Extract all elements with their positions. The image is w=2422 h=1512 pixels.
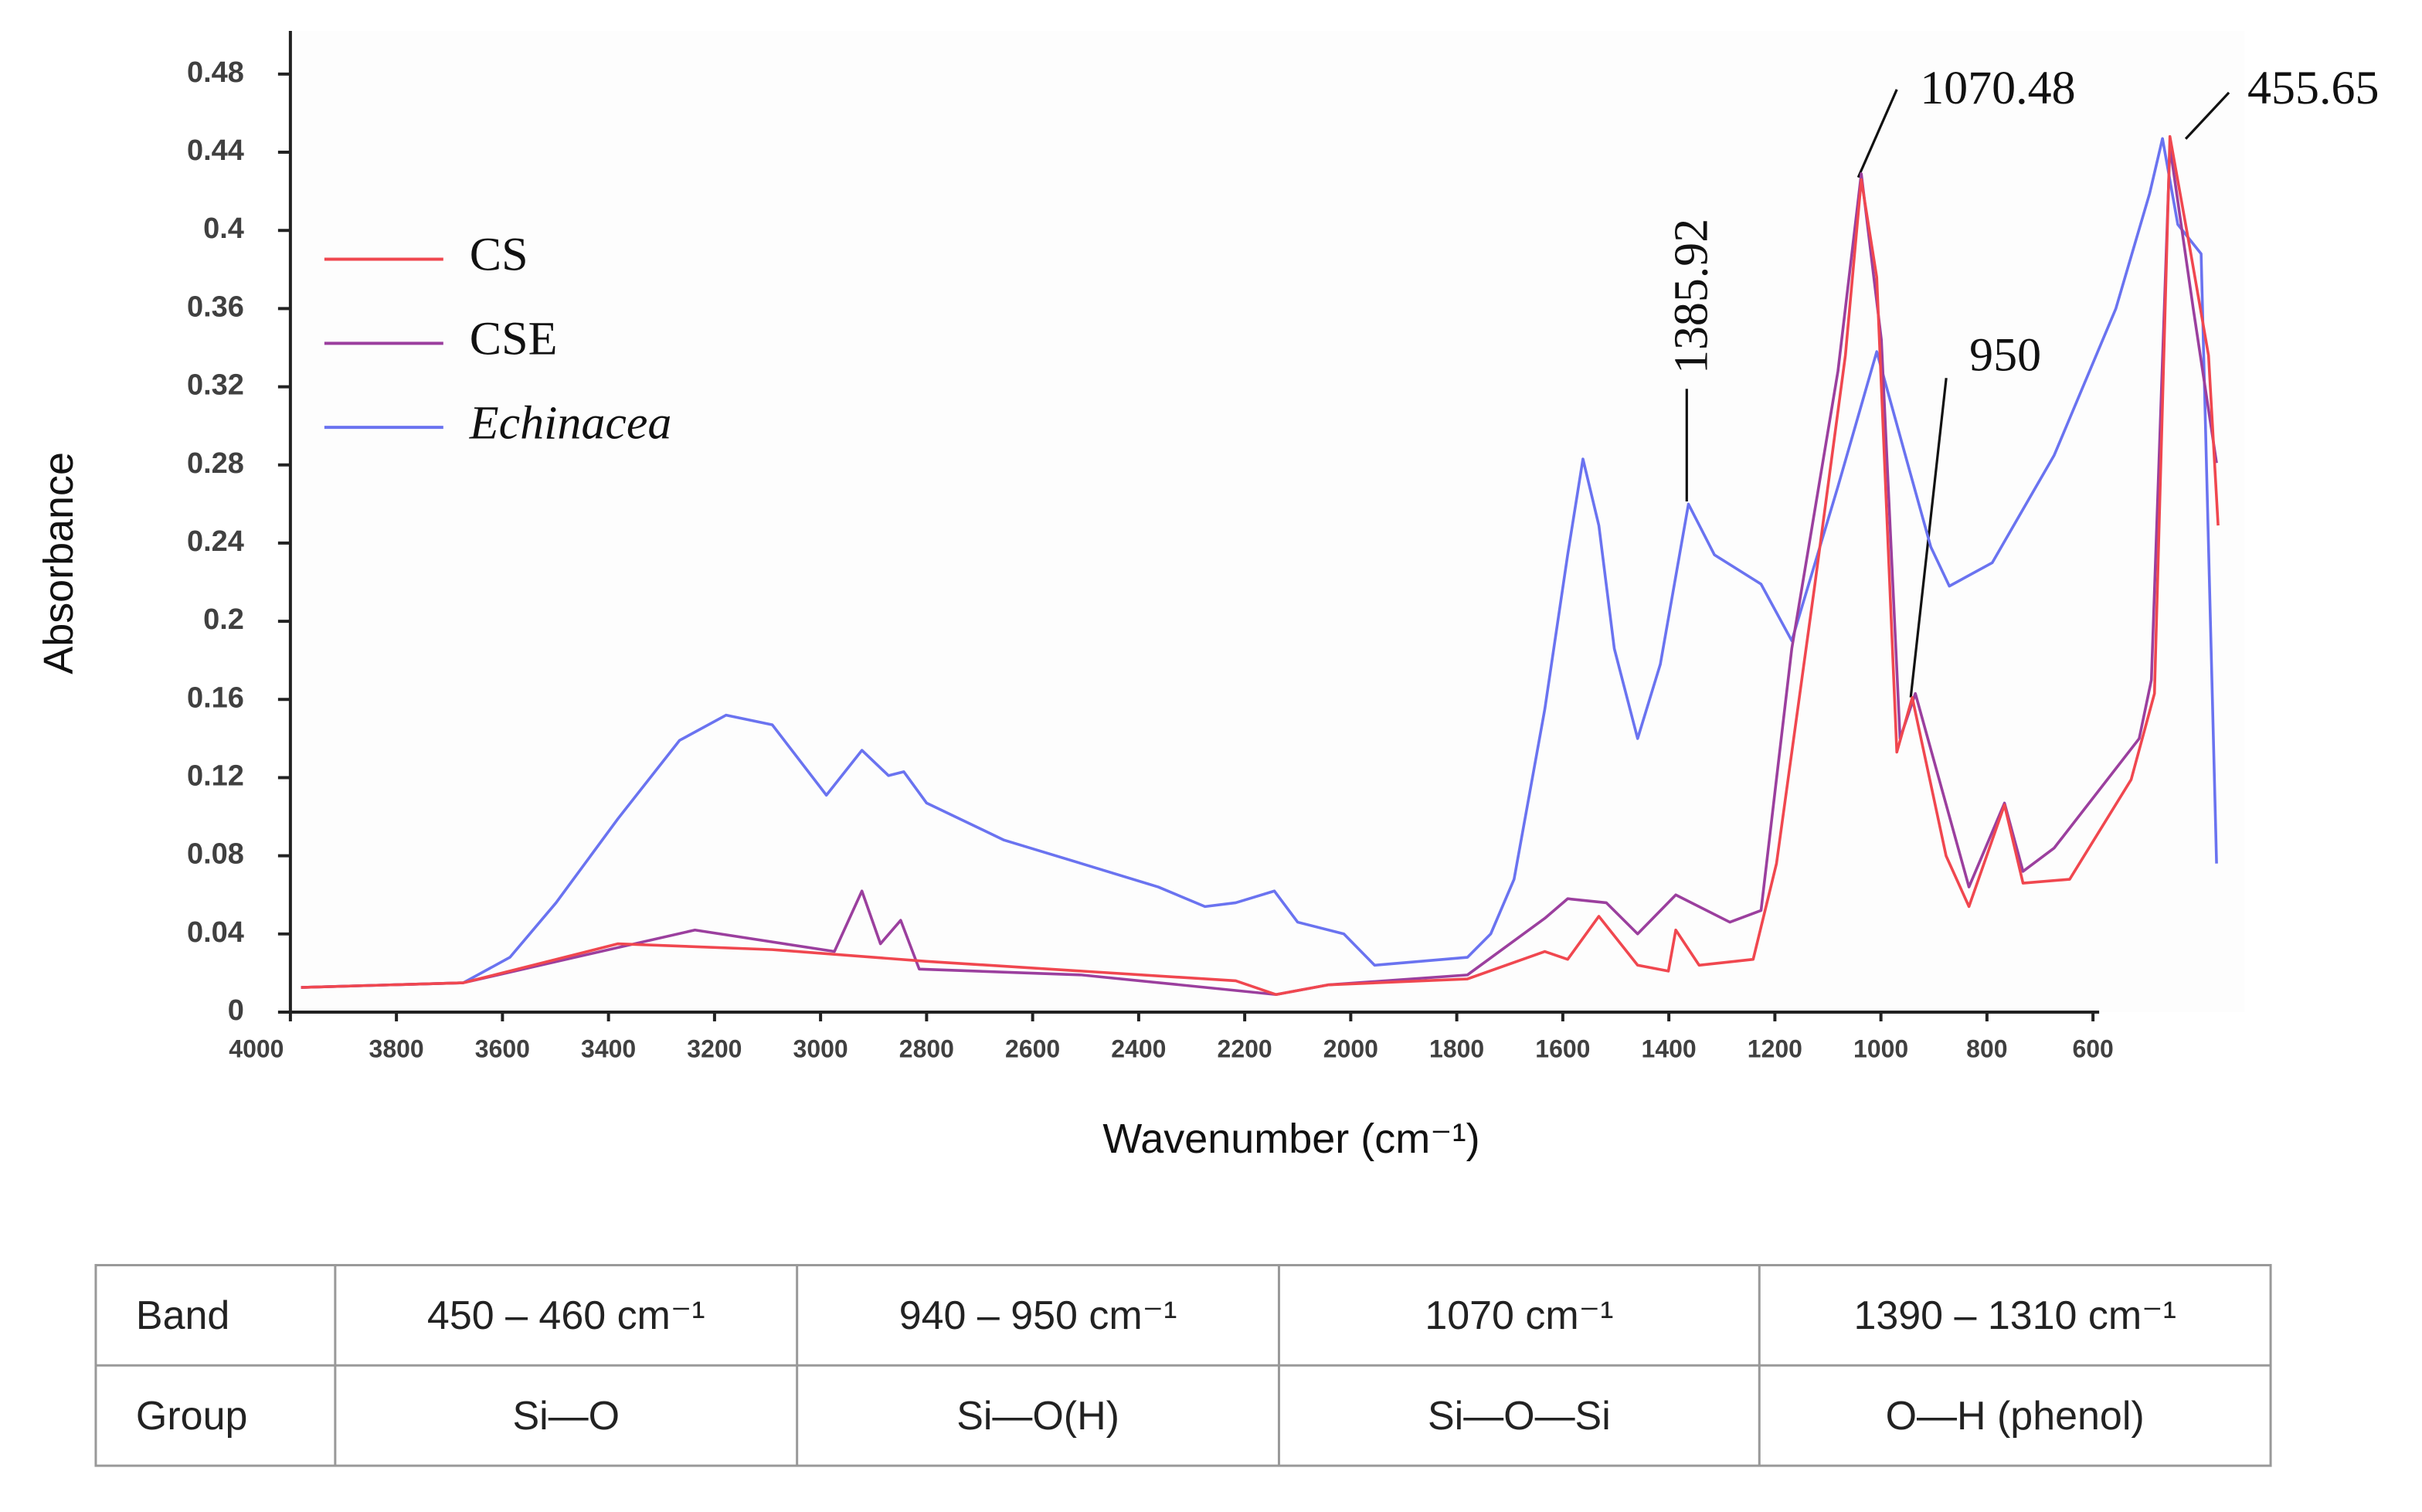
x-tick-label: 1200 bbox=[1748, 1035, 1802, 1062]
x-tick-label: 1600 bbox=[1535, 1035, 1590, 1062]
table: Band 450 – 460 cm⁻¹ 940 – 950 cm⁻¹ 1070 cm⁻… bbox=[94, 1263, 2272, 1467]
y-tick-label: 0.04 bbox=[187, 916, 244, 949]
plot-area bbox=[290, 30, 2245, 1012]
y-tick-label: 0.44 bbox=[187, 134, 244, 167]
table-cell: Si—O(H) bbox=[956, 1394, 1119, 1439]
y-axis-label: Absorbance bbox=[36, 452, 82, 674]
x-tick-label: 2200 bbox=[1218, 1035, 1272, 1062]
series-line bbox=[301, 137, 2218, 989]
table-cell: Si—O—Si bbox=[1428, 1394, 1611, 1439]
table-cell: 450 – 460 cm⁻¹ bbox=[427, 1293, 705, 1338]
x-tick-label: 1800 bbox=[1429, 1035, 1484, 1062]
x-tick-label: 2800 bbox=[899, 1035, 954, 1062]
y-tick-label: 0.4 bbox=[203, 212, 244, 245]
y-tick-label: 0.28 bbox=[187, 447, 244, 480]
x-tick-label: 3800 bbox=[369, 1035, 424, 1062]
y-tick-label: 0.2 bbox=[203, 603, 244, 636]
legend-label: CS bbox=[470, 229, 528, 281]
y-tick-label: 0.08 bbox=[187, 838, 244, 871]
annotation: 1385.92 bbox=[1665, 219, 1717, 374]
y-tick-label: 0 bbox=[228, 994, 244, 1027]
y-tick-label: 0.24 bbox=[187, 525, 244, 558]
y-tick-label: 0.48 bbox=[187, 56, 244, 89]
y-tick-label: 0.12 bbox=[187, 760, 244, 793]
series-line bbox=[301, 144, 2218, 997]
x-tick-label: 2000 bbox=[1323, 1035, 1378, 1062]
y-tick-label: 0.36 bbox=[187, 291, 244, 323]
x-tick-label: 3400 bbox=[581, 1035, 636, 1062]
y-tick-label: 0.32 bbox=[187, 369, 244, 402]
annotation: 1070.48 bbox=[1920, 62, 2075, 114]
x-tick-label: 2600 bbox=[1005, 1035, 1060, 1062]
leader bbox=[1856, 89, 1898, 178]
x-tick-label: 3000 bbox=[793, 1035, 848, 1062]
x-tick-label: 600 bbox=[2072, 1035, 2113, 1062]
x-tick-label: 2400 bbox=[1111, 1035, 1166, 1062]
table-cell: 1070 cm⁻¹ bbox=[1425, 1293, 1613, 1338]
x-tick-label: 800 bbox=[1966, 1035, 2007, 1062]
table-cell: 1390 – 1310 cm⁻¹ bbox=[1853, 1293, 2176, 1338]
leader bbox=[2184, 91, 2230, 140]
legend-label: Echinacea bbox=[469, 396, 672, 449]
table-cell: O—H (phenol) bbox=[1886, 1394, 2145, 1439]
series-line bbox=[301, 134, 2220, 997]
x-tick-label: 1400 bbox=[1642, 1035, 1697, 1062]
x-tick-label: 1000 bbox=[1853, 1035, 1908, 1062]
table-cell: Band bbox=[136, 1293, 229, 1338]
annotation: 950 bbox=[1969, 329, 2041, 382]
table-cell: 940 – 950 cm⁻¹ bbox=[899, 1293, 1177, 1338]
table-cell: Si—O bbox=[512, 1394, 620, 1439]
annotation: 455.65 bbox=[2247, 62, 2379, 114]
x-tick-label: 3600 bbox=[475, 1035, 530, 1062]
table-cell: Group bbox=[136, 1394, 247, 1439]
x-axis-label: Wavenumber (cm⁻¹) bbox=[1102, 1116, 1479, 1162]
y-tick-label: 0.16 bbox=[187, 681, 244, 714]
x-tick-label: 3200 bbox=[687, 1035, 742, 1062]
x-tick-label: 4000 bbox=[229, 1035, 284, 1062]
legend-label: CSE bbox=[470, 313, 558, 365]
